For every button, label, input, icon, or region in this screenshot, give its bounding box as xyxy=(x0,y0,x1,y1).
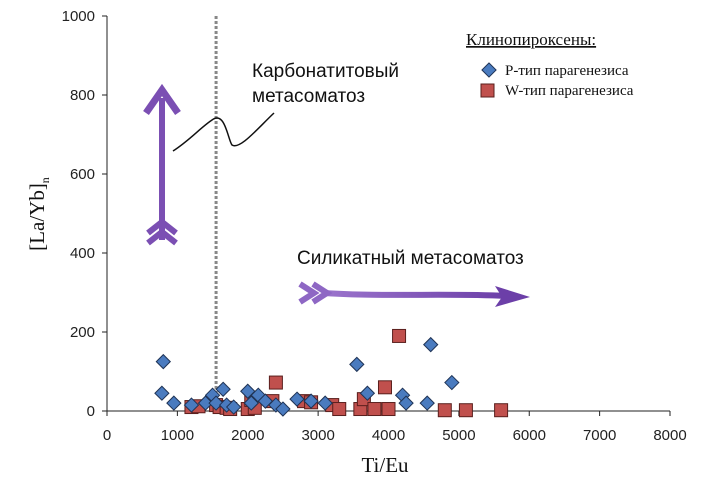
w-type-point xyxy=(494,403,509,418)
x-tick-label: 1000 xyxy=(161,427,194,444)
y-tick-label: 1000 xyxy=(62,8,95,25)
w-type-point xyxy=(377,380,392,395)
horizontal-arrow xyxy=(298,281,530,307)
p-type-point xyxy=(444,374,460,391)
svg-text:[La/Yb]n: [La/Yb]n xyxy=(25,177,52,251)
x-tick-label: 6000 xyxy=(513,427,546,444)
data-points xyxy=(154,328,509,418)
legend-w-label: W-тип парагенезиса xyxy=(505,83,634,99)
y-axis-title: [La/Yb]n xyxy=(25,177,52,251)
y-tick-label: 600 xyxy=(70,166,95,183)
p-type-point xyxy=(349,356,365,373)
y-ticks: 0 200 400 600 800 1000 xyxy=(62,8,107,420)
p-type-point xyxy=(243,395,259,411)
p-type-point xyxy=(154,385,170,401)
p-type-point xyxy=(155,353,172,370)
silicate-label: Силикатный метасоматоз xyxy=(297,248,524,269)
horizontal-arrow-tail-1 xyxy=(298,281,320,305)
p-type-point xyxy=(275,401,291,417)
legend-p-marker xyxy=(481,62,497,78)
legend: Клинопироксены: P-тип парагенезиса W-тип… xyxy=(466,30,634,99)
horizontal-arrow-head xyxy=(495,286,530,307)
x-axis-title: Ti/Eu xyxy=(361,453,409,477)
w-type-point xyxy=(437,403,452,418)
w-type-point xyxy=(392,328,407,343)
p-type-point xyxy=(359,385,376,401)
p-type-point xyxy=(419,395,435,411)
w-type-point xyxy=(458,403,473,418)
vertical-arrow-tail-1 xyxy=(146,218,178,236)
y-tick-label: 0 xyxy=(87,403,95,420)
x-tick-label: 2000 xyxy=(231,427,264,444)
x-tick-label: 0 xyxy=(103,427,111,444)
x-tick-label: 3000 xyxy=(301,427,334,444)
carbonatite-squiggle xyxy=(172,112,275,152)
carbonatite-annotation: Карбонатитовый метасоматоз xyxy=(172,61,399,152)
vertical-arrow-head xyxy=(143,83,181,115)
x-tick-label: 4000 xyxy=(372,427,405,444)
y-tick-label: 200 xyxy=(70,324,95,341)
p-type-point xyxy=(197,395,214,411)
vertical-arrow-shaft xyxy=(159,98,165,240)
w-type-point xyxy=(367,402,382,417)
p-type-point xyxy=(303,393,319,409)
p-type-point xyxy=(215,381,231,397)
p-type-point xyxy=(289,391,305,407)
p-type-point xyxy=(166,395,182,411)
w-type-point xyxy=(268,375,283,390)
vertical-arrow xyxy=(143,83,181,246)
horizontal-arrow-shaft xyxy=(324,290,506,299)
x-ticks: 0 1000 2000 3000 4000 5000 6000 7000 8000 xyxy=(103,411,687,444)
x-tick-label: 7000 xyxy=(583,427,616,444)
y-tick-label: 400 xyxy=(70,245,95,262)
p-type-point xyxy=(225,399,242,415)
p-type-point xyxy=(423,336,439,353)
legend-title: Клинопироксены: xyxy=(466,30,596,49)
y-tick-label: 800 xyxy=(70,87,95,104)
carbonatite-label-line1: Карбонатитовый xyxy=(252,61,399,82)
p-type-point xyxy=(398,395,414,411)
x-tick-label: 8000 xyxy=(653,427,686,444)
horizontal-arrow-tail-2 xyxy=(311,281,333,305)
w-type-point xyxy=(332,402,347,417)
w-type-point xyxy=(381,402,396,417)
x-tick-label: 5000 xyxy=(442,427,475,444)
vertical-arrow-tail-2 xyxy=(146,228,178,246)
legend-p-label: P-тип парагенезиса xyxy=(505,63,629,79)
p-type-point xyxy=(317,395,333,411)
p-type-point xyxy=(183,397,200,413)
carbonatite-label-line2: метасоматоз xyxy=(252,86,365,107)
p-type-point xyxy=(208,395,224,411)
legend-w-marker xyxy=(480,83,495,98)
